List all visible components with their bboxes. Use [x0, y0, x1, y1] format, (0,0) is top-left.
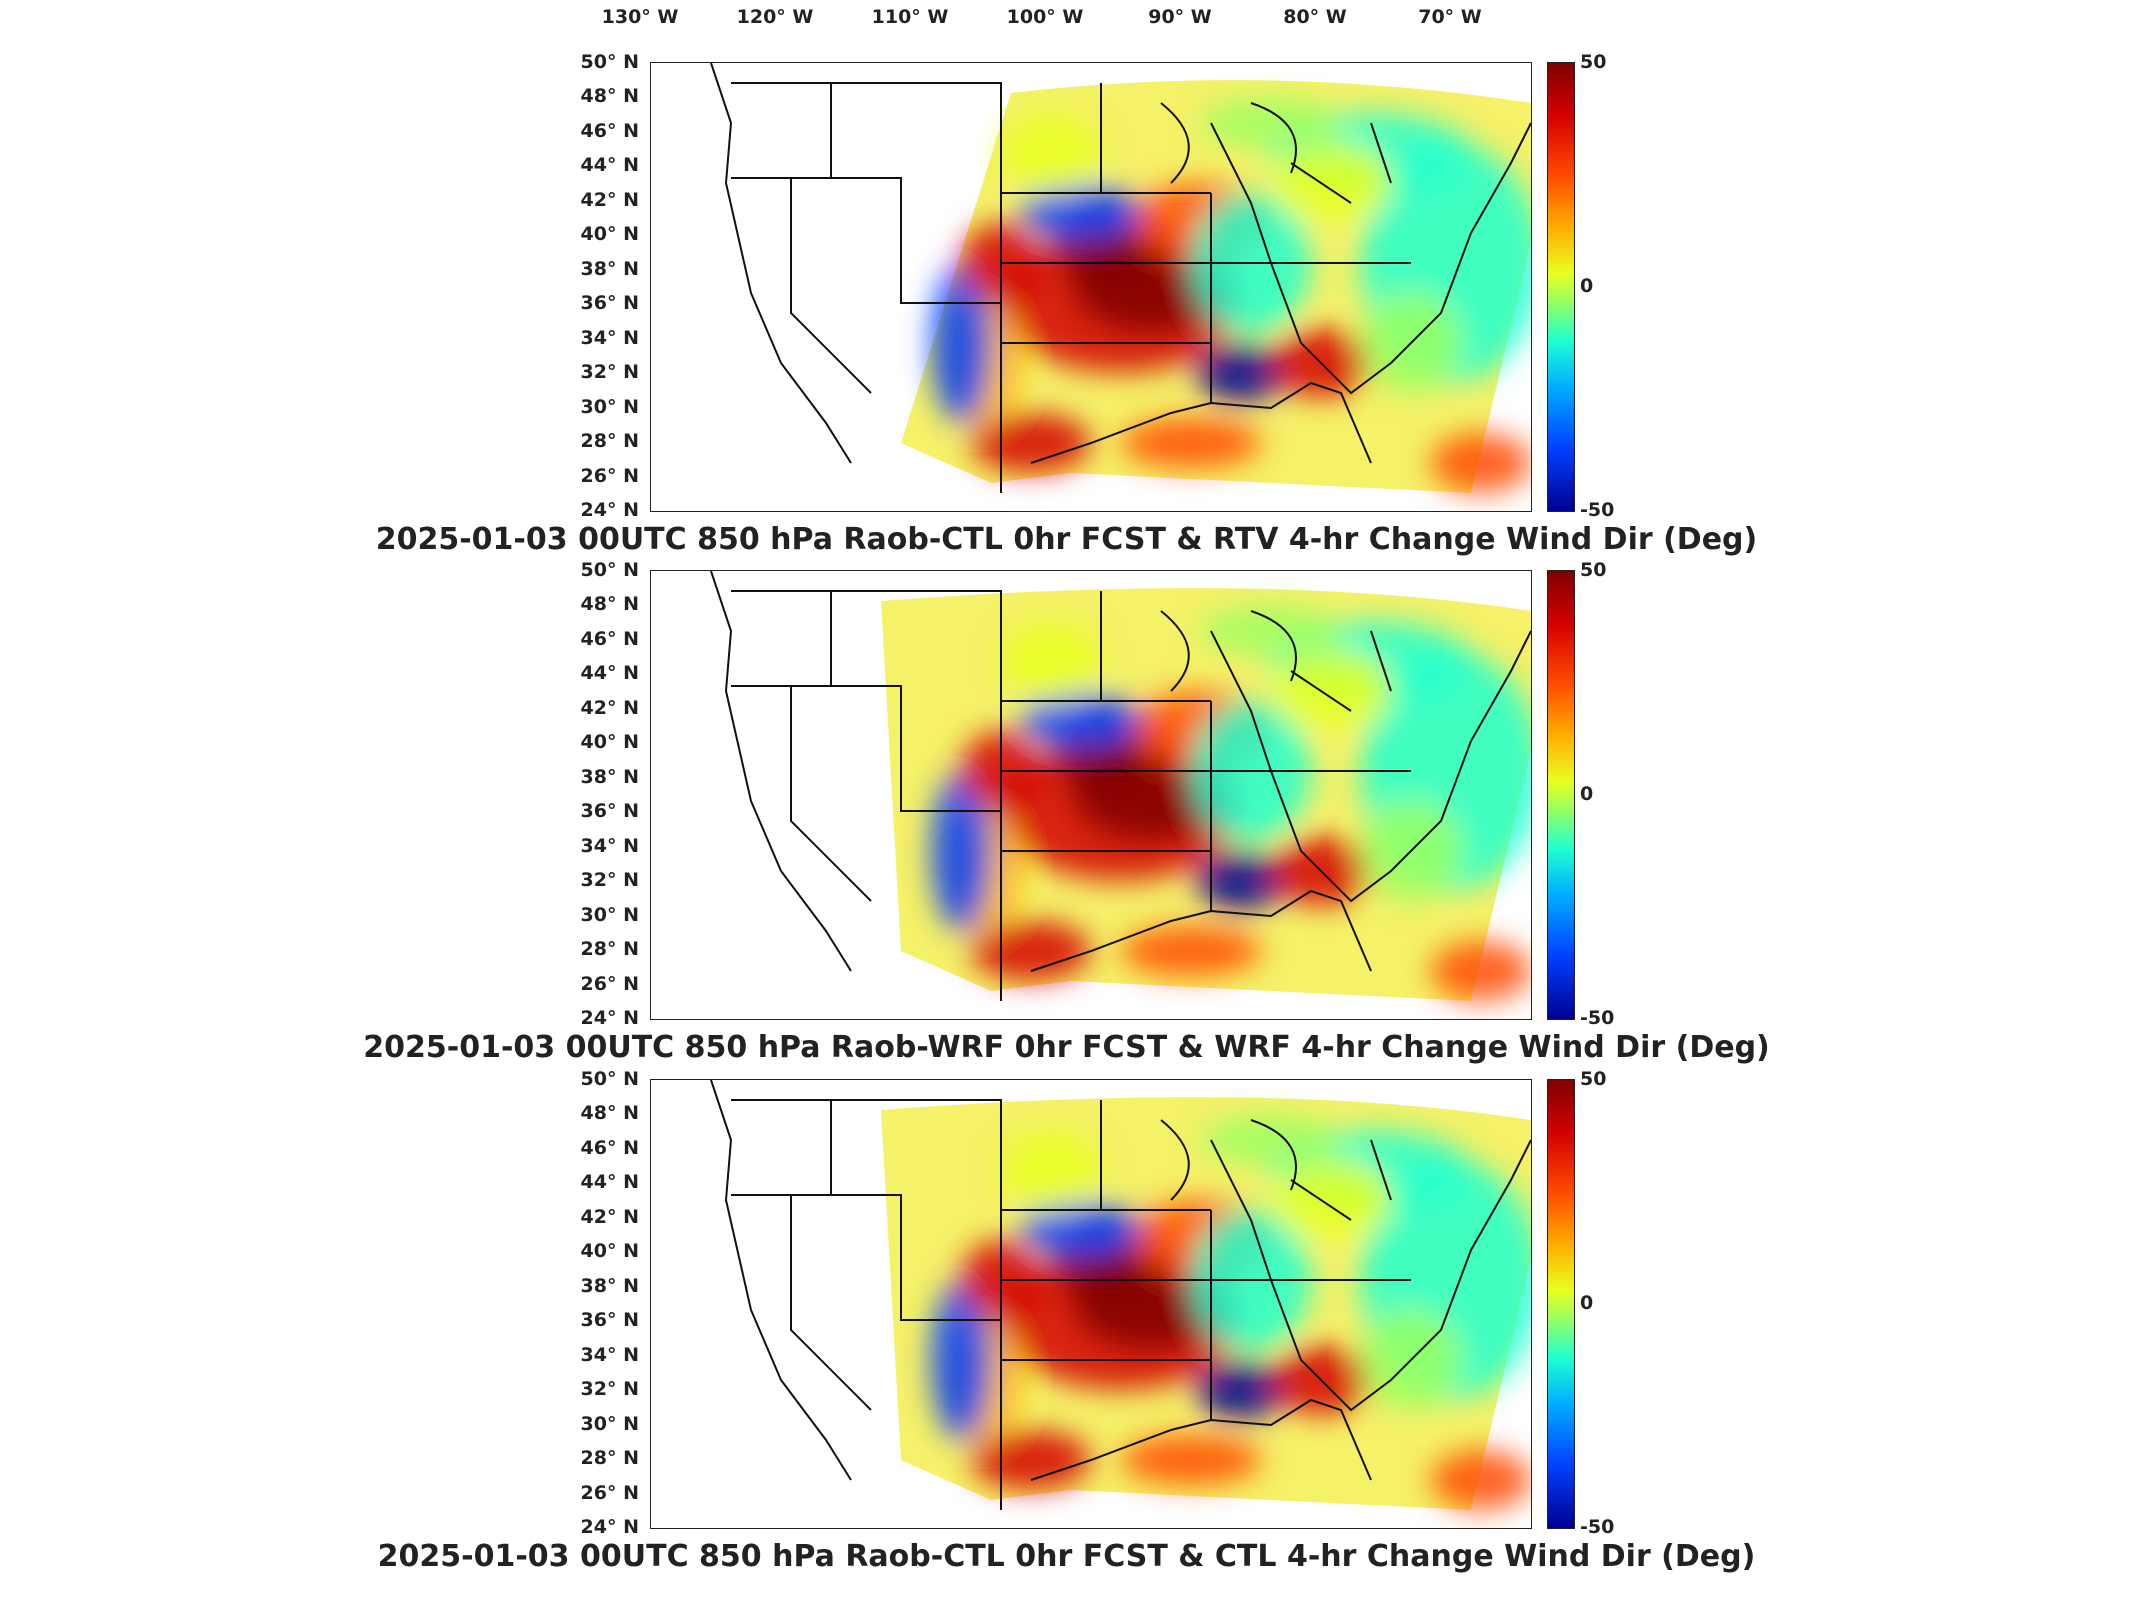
colorbar-max-label: 50 [1580, 559, 1607, 581]
lat-label: 24° N [580, 1007, 639, 1029]
lat-label: 44° N [580, 662, 639, 685]
lat-label: 28° N [580, 938, 639, 961]
colorbar-mid-label: 0 [1580, 783, 1594, 805]
colorbar-mid-label: 0 [1580, 275, 1594, 297]
lat-label: 30° N [580, 903, 639, 926]
lon-label: 80° W [1283, 6, 1347, 28]
lat-label: 28° N [580, 1447, 639, 1470]
lat-label: 36° N [580, 292, 639, 315]
lat-label: 40° N [580, 731, 639, 754]
map-area [650, 570, 1532, 1020]
lat-label: 32° N [580, 869, 639, 892]
lon-label: 100° W [1006, 6, 1084, 28]
colorbar-min-label: -50 [1580, 1516, 1615, 1538]
lat-label: 34° N [580, 326, 639, 349]
lat-label: 40° N [580, 1240, 639, 1263]
map-area [650, 1079, 1532, 1529]
panel-title: 2025-01-03 00UTC 850 hPa Raob-CTL 0hr FC… [377, 1539, 1756, 1574]
lat-label: 50° N [580, 1068, 639, 1090]
lat-label: 30° N [580, 1412, 639, 1435]
lat-label: 42° N [580, 188, 639, 211]
map-svg [710, 63, 1531, 493]
lat-label: 50° N [580, 559, 639, 581]
lat-label: 24° N [580, 1516, 639, 1538]
map-svg [710, 1080, 1531, 1510]
lat-label: 38° N [580, 1274, 639, 1297]
colorbar-max-label: 50 [1580, 1068, 1607, 1090]
lat-label: 46° N [580, 119, 639, 142]
map-area [650, 62, 1532, 512]
lat-label: 42° N [580, 1205, 639, 1228]
lat-label: 26° N [580, 464, 639, 487]
state-boundaries [710, 1080, 1531, 1510]
lat-label: 38° N [580, 765, 639, 788]
colorbar-min-label: -50 [1580, 499, 1615, 521]
lat-label: 26° N [580, 1481, 639, 1504]
colorbar-mid-label: 0 [1580, 1292, 1594, 1314]
lon-label: 110° W [871, 6, 949, 28]
colorbar-min-label: -50 [1580, 1007, 1615, 1029]
map-svg [710, 571, 1531, 1001]
lat-label: 48° N [580, 593, 639, 616]
lat-label: 36° N [580, 800, 639, 823]
lat-label: 48° N [580, 85, 639, 108]
colorbar [1547, 570, 1575, 1020]
lon-label: 120° W [736, 6, 814, 28]
lat-label: 28° N [580, 430, 639, 453]
state-boundaries [710, 63, 1531, 493]
lat-label: 32° N [580, 361, 639, 384]
lat-label: 50° N [580, 51, 639, 73]
colorbar [1547, 62, 1575, 512]
lat-label: 34° N [580, 1343, 639, 1366]
lon-label: 90° W [1148, 6, 1212, 28]
latitude-axis: 50° N 48° N 46° N 44° N 42° N 40° N 38° N 36° N… [560, 1068, 645, 1538]
lat-label: 24° N [580, 499, 639, 521]
latitude-axis: 50° N 48° N 46° N 44° N 42° N 40° N 38° N 36° N… [560, 51, 645, 521]
lat-label: 42° N [580, 696, 639, 719]
lat-label: 44° N [580, 1171, 639, 1194]
lat-label: 38° N [580, 257, 639, 280]
panel-title: 2025-01-03 00UTC 850 hPa Raob-WRF 0hr FC… [363, 1030, 1770, 1065]
lon-label: 130° W [601, 6, 679, 28]
lat-label: 32° N [580, 1378, 639, 1401]
lat-label: 46° N [580, 1136, 639, 1159]
latitude-axis: 50° N 48° N 46° N 44° N 42° N 40° N 38° N 36° N… [560, 559, 645, 1029]
state-boundaries [710, 571, 1531, 1001]
lat-label: 26° N [580, 972, 639, 995]
lat-label: 36° N [580, 1309, 639, 1332]
panel-title: 2025-01-03 00UTC 850 hPa Raob-CTL 0hr FC… [375, 522, 1758, 557]
lat-label: 48° N [580, 1102, 639, 1125]
lat-label: 30° N [580, 395, 639, 418]
lat-label: 34° N [580, 834, 639, 857]
colorbar-max-label: 50 [1580, 51, 1607, 73]
lon-label: 70° W [1418, 6, 1482, 28]
lat-label: 46° N [580, 627, 639, 650]
lat-label: 40° N [580, 223, 639, 246]
colorbar [1547, 1079, 1575, 1529]
lat-label: 44° N [580, 154, 639, 177]
